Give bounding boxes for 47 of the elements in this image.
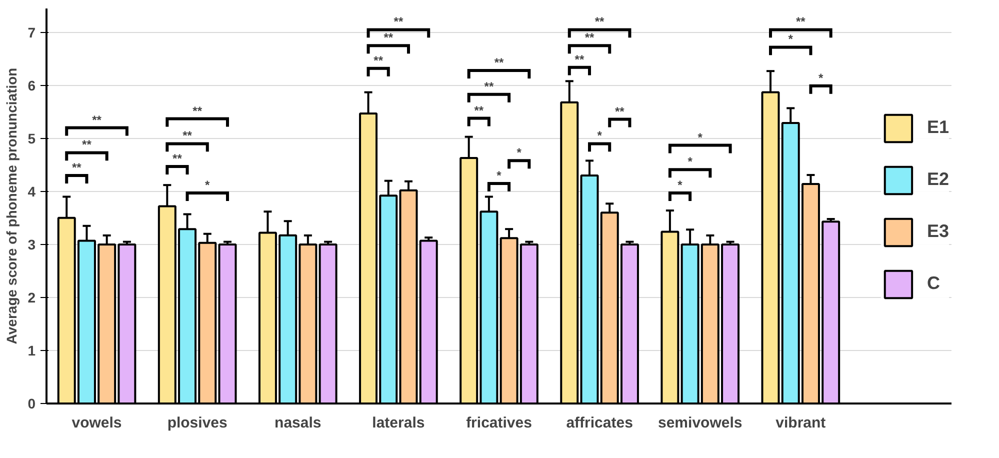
annotation: * [678, 178, 683, 192]
annotation: ** [374, 53, 384, 68]
x-tick-label: nasals [274, 414, 322, 432]
y-tick-label: 0 [28, 396, 36, 412]
legend-label: E2 [926, 169, 949, 190]
y-tick-label: 2 [28, 289, 36, 306]
x-tick-label: vibrant [776, 414, 826, 432]
x-tick-label: semivowels [658, 414, 742, 432]
annotation: * [818, 70, 824, 85]
annotation: ** [594, 14, 605, 29]
y-tick-label: 3 [28, 236, 36, 252]
annotation: ** [484, 79, 494, 94]
annotation: * [688, 154, 693, 169]
annotation: ** [474, 103, 484, 118]
x-tick-label: laterals [372, 414, 425, 432]
annotation: * [597, 128, 602, 143]
annotation: ** [72, 160, 82, 175]
y-tick-label: 1 [28, 342, 36, 358]
annotation: * [205, 178, 210, 192]
annotation: ** [192, 104, 202, 118]
annotation: ** [584, 30, 594, 45]
x-tick-label: fricatives [466, 414, 532, 432]
y-tick-label: 4 [28, 183, 36, 200]
y-tick-label: 5 [28, 130, 36, 146]
annotation: * [788, 32, 794, 46]
y-tick-label: 6 [28, 77, 36, 94]
legend-label: E3 [926, 221, 949, 242]
annotation: * [698, 130, 703, 144]
annotation: ** [384, 30, 394, 45]
annotation: ** [172, 152, 182, 166]
annotation: ** [574, 52, 584, 66]
annotation: ** [614, 104, 625, 118]
x-tick-label: affricates [566, 414, 633, 432]
annotation: ** [796, 14, 806, 29]
annotation: ** [394, 14, 404, 29]
annotation: ** [82, 138, 92, 152]
y-tick-label: 7 [28, 24, 36, 40]
legend-label: C [926, 273, 941, 294]
annotation: ** [182, 128, 192, 143]
annotation: * [516, 146, 522, 160]
annotation: * [496, 168, 502, 182]
x-tick-label: plosives [167, 414, 228, 432]
y-axis-title: Average score of phoneme pronunciation [4, 68, 20, 344]
annotation: ** [92, 112, 102, 127]
x-tick-label: vowels [72, 414, 122, 432]
annotation: ** [494, 56, 504, 70]
legend-label: E1 [926, 117, 949, 138]
